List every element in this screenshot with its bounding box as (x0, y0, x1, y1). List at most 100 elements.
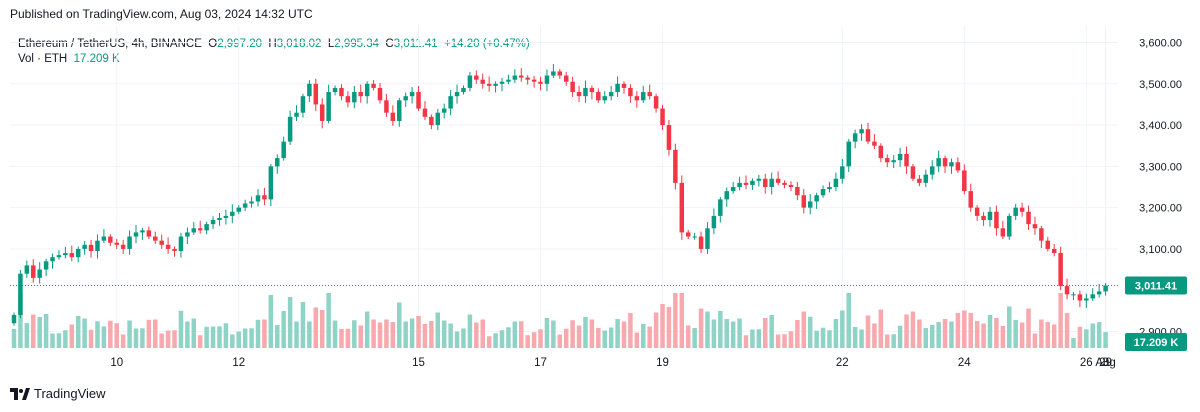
candle-body (981, 215, 986, 221)
candle-body (159, 240, 164, 245)
candle-body (37, 269, 42, 278)
candle-body (82, 244, 87, 249)
candle-body (416, 92, 421, 109)
candle-body (551, 71, 556, 76)
candle-body (133, 232, 139, 237)
chart-area[interactable]: 3,600.00 3,500.00 3,400.00 3,300.00 3,200.00… (0, 26, 1200, 382)
candle-body (730, 187, 736, 192)
volume-bar (685, 325, 691, 348)
candle-body (114, 242, 119, 245)
volume-bar (525, 335, 530, 348)
candle-body (255, 195, 261, 202)
candle-body (294, 112, 299, 117)
y-tick-label: 3,600.00 (1139, 38, 1182, 50)
candle-body (146, 230, 152, 237)
volume-bar (486, 336, 492, 348)
candle-body (602, 96, 607, 101)
volume-bar (628, 313, 633, 348)
volume-bar (904, 314, 909, 348)
volume-bar (538, 329, 543, 348)
volume-bar (563, 328, 569, 348)
candle-body (217, 217, 222, 221)
volume-bar (994, 318, 999, 348)
volume-bar (698, 308, 704, 348)
candle-body (371, 83, 376, 88)
candle-body (917, 178, 922, 183)
candle-body (493, 83, 498, 86)
candle-body (210, 220, 216, 225)
volume-bar (583, 317, 588, 348)
symbol-label: Ethereum / TetherUS, 4h, BINANCE (18, 38, 202, 50)
candle-body (178, 236, 184, 251)
candle-body (358, 92, 363, 97)
candle-body (782, 182, 787, 185)
candle-body (101, 236, 107, 241)
volume-bar (769, 315, 774, 348)
volume-bar (782, 334, 787, 348)
candle-body (788, 184, 794, 187)
candle-body (608, 92, 614, 97)
volume-bar (159, 333, 164, 348)
candle-body (1096, 291, 1102, 295)
footer-brand: TradingView (10, 386, 106, 401)
candle-body (1026, 211, 1031, 225)
volume-bar (750, 329, 755, 348)
candle-body (570, 81, 575, 93)
volume-bar (1084, 329, 1089, 348)
volume-bar (596, 328, 601, 348)
candle-body (750, 180, 755, 185)
candle-body (281, 141, 286, 159)
candle-body (775, 178, 781, 183)
candle-body (743, 182, 749, 185)
volume-bar (204, 326, 209, 348)
volume-bar (718, 311, 723, 348)
candle-body (820, 189, 826, 196)
candle-body (763, 178, 768, 187)
volume-bar (268, 295, 274, 348)
volume-bar (814, 330, 819, 348)
volume-bar (756, 329, 762, 348)
candle-body (685, 232, 691, 237)
candle-body (63, 253, 68, 256)
last-price-label: 3,011.41 (1135, 280, 1177, 292)
volume-bar (987, 315, 993, 348)
candle-body (872, 141, 877, 146)
candle-body (390, 112, 396, 121)
price-chart[interactable]: 3,600.00 3,500.00 3,400.00 3,300.00 3,200.00… (0, 26, 1200, 382)
candle-body (955, 162, 961, 171)
candle-body (653, 96, 659, 109)
volume-bar (223, 323, 229, 348)
last-volume-label: 17.209 K (1134, 337, 1179, 349)
volume-bar (1039, 319, 1044, 348)
candle-body (846, 141, 851, 167)
volume-bar (230, 334, 235, 348)
candle-body (576, 92, 582, 97)
candle-body (942, 158, 948, 167)
volume-bar (647, 326, 652, 348)
volume-bar (172, 330, 177, 348)
volume-bar (441, 320, 447, 348)
volume-bar (397, 302, 402, 348)
volume-bar (1058, 293, 1063, 348)
volume-bar (955, 313, 961, 348)
candle-body (859, 129, 864, 134)
volume-bar (519, 321, 524, 348)
volume-bar (210, 326, 216, 348)
footer-brand-text: TradingView (34, 386, 106, 401)
volume-bar (18, 293, 23, 348)
volume-bar (249, 328, 254, 348)
candle-body (435, 112, 441, 126)
y-tick-label: 3,300.00 (1139, 161, 1182, 173)
candle-body (300, 96, 306, 113)
chart-legend: Ethereum / TetherUS, 4h, BINANCE O2,997.… (18, 37, 530, 67)
volume-bar (165, 330, 171, 348)
volume-bar (37, 317, 42, 348)
volume-bar (281, 311, 286, 348)
candle-body (878, 145, 884, 159)
volume-bar (570, 320, 575, 348)
volume-bar (602, 330, 607, 348)
candle-body (319, 104, 325, 121)
volume-bar (31, 314, 36, 348)
volume-bar (1007, 306, 1012, 348)
volume-bar (974, 321, 980, 348)
